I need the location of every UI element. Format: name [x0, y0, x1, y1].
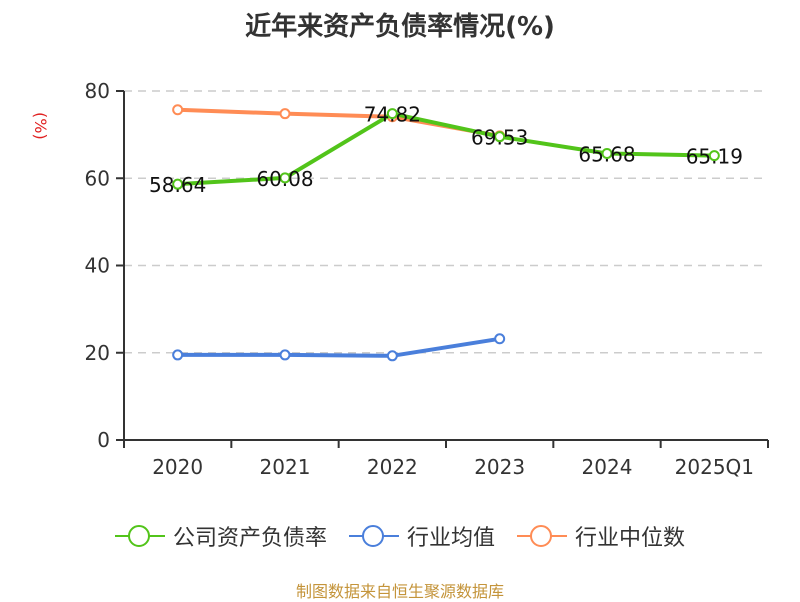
- data-label: 58.64: [149, 173, 206, 197]
- y-tick-label: 80: [85, 79, 110, 103]
- data-point: [708, 150, 720, 162]
- legend-item-company[interactable]: 公司资产负债率: [114, 520, 327, 552]
- x-tick-label: 2025Q1: [675, 455, 754, 479]
- x-tick-label: 2023: [474, 455, 525, 479]
- data-label: 65.68: [578, 142, 635, 166]
- legend-label: 公司资产负债率: [172, 526, 327, 551]
- y-tick-label: 0: [97, 428, 110, 452]
- data-point: [172, 349, 184, 361]
- data-point: [172, 178, 184, 190]
- data-label: 65.19: [686, 145, 743, 169]
- data-label: 60.08: [256, 167, 313, 191]
- legend-item-industry-avg[interactable]: 行业均值: [348, 520, 495, 552]
- series-line: [177, 107, 501, 138]
- series-line: [177, 336, 500, 358]
- x-tick-label: 2021: [260, 455, 311, 479]
- data-point: [279, 172, 291, 184]
- x-tick-label: 2022: [367, 455, 418, 479]
- data-label: 74.82: [364, 103, 421, 127]
- chart-title: 近年来资产负债率情况(%): [245, 12, 555, 42]
- data-point: [386, 350, 398, 362]
- data-point: [279, 349, 291, 361]
- legend-label: 行业均值: [406, 526, 495, 551]
- legend-label: 行业中位数: [575, 526, 686, 551]
- y-tick-label: 20: [85, 341, 110, 365]
- legend-swatch-icon: [517, 524, 567, 548]
- data-label: 69.53: [471, 126, 528, 150]
- data-point: [494, 333, 506, 345]
- y-tick-label: 60: [85, 166, 110, 190]
- legend-swatch-icon: [114, 524, 165, 548]
- x-tick-label: 2024: [582, 455, 633, 479]
- data-point: [172, 104, 184, 116]
- data-point: [279, 108, 291, 120]
- y-tick-label: 40: [85, 254, 110, 278]
- series-line: [177, 111, 715, 187]
- source-note: 制图数据来自恒生聚源数据库: [295, 582, 504, 601]
- data-point: [494, 131, 506, 143]
- data-point: [601, 147, 613, 159]
- legend: 公司资产负债率 行业均值 行业中位数: [0, 520, 800, 552]
- legend-item-industry-median[interactable]: 行业中位数: [517, 520, 685, 552]
- x-tick-label: 2020: [152, 455, 203, 479]
- legend-swatch-icon: [348, 524, 399, 548]
- data-point: [386, 108, 398, 120]
